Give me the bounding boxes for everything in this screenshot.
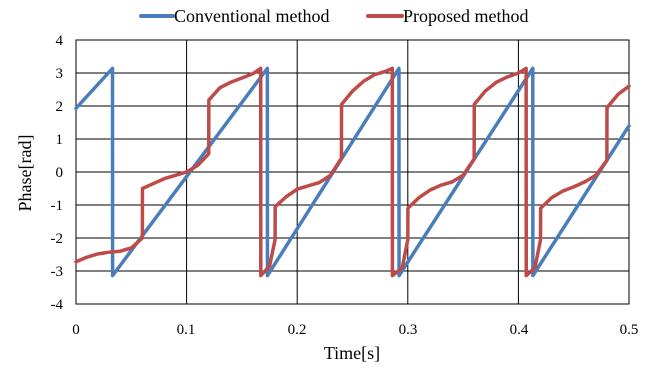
- x-tick-label: 0.3: [399, 322, 418, 338]
- y-tick-label: 1: [56, 132, 64, 148]
- y-tick-label: 2: [56, 99, 64, 115]
- y-tick-label: -1: [51, 198, 64, 214]
- x-axis-tick-labels: 0 0.1 0.2 0.3 0.4 0.5: [72, 322, 638, 338]
- x-tick-label: 0.4: [510, 322, 529, 338]
- x-tick-label: 0.5: [620, 322, 639, 338]
- x-tick-label: 0: [72, 322, 80, 338]
- series-line-proposed: [74, 66, 631, 278]
- y-tick-label: 4: [56, 33, 64, 49]
- x-tick-label: 0.2: [288, 322, 307, 338]
- y-axis-tick-labels: 4 3 2 1 0 -1 -2 -3 -4: [51, 33, 64, 313]
- series-layer: [74, 66, 631, 278]
- plot-frame: [75, 39, 630, 305]
- legend-label-proposed: Proposed method: [403, 6, 529, 26]
- y-tick-label: 0: [56, 165, 64, 181]
- x-axis-title: Time[s]: [324, 343, 380, 363]
- y-axis-title: Phase[rad]: [15, 135, 35, 212]
- x-tick-label: 0.1: [177, 322, 196, 338]
- y-tick-label: 3: [56, 66, 64, 82]
- y-tick-label: -4: [51, 297, 64, 313]
- chart-legend: Conventional method Proposed method: [139, 6, 529, 26]
- y-tick-label: -2: [51, 231, 64, 247]
- y-tick-label: -3: [51, 264, 64, 280]
- legend-label-conventional: Conventional method: [174, 6, 329, 26]
- chart-grid: [75, 39, 630, 305]
